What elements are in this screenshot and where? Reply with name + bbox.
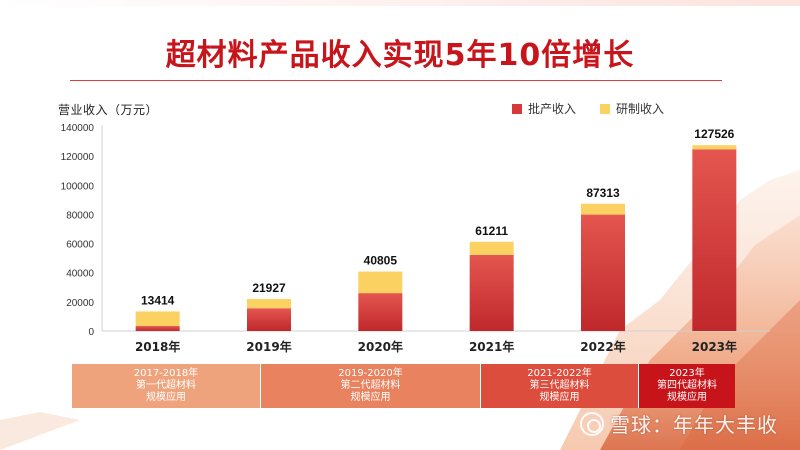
period-2-range: 2019-2020年 bbox=[338, 368, 403, 379]
watermark: 雪球：年年大丰收 bbox=[580, 409, 778, 438]
x-tick-label: 2018年 bbox=[135, 339, 180, 354]
snowball-logo-icon bbox=[580, 411, 604, 436]
x-tick-label: 2023年 bbox=[692, 339, 737, 354]
bar-rd bbox=[692, 145, 737, 150]
period-2-line1: 第二代超材料 bbox=[340, 380, 401, 391]
period-4-range: 2023年 bbox=[669, 368, 705, 379]
period-3-line1: 第三代超材料 bbox=[529, 380, 590, 391]
page-title: 超材料产品收入实现5年10倍增长 bbox=[165, 38, 635, 73]
y-tick-label: 100000 bbox=[61, 181, 95, 192]
legend-swatch-rd bbox=[600, 103, 610, 114]
legend-label-batch: 批产收入 bbox=[528, 102, 577, 116]
y-tick-label: 0 bbox=[88, 327, 94, 338]
bar-rd bbox=[135, 311, 180, 327]
bar-batch bbox=[247, 308, 291, 331]
data-label-total: 127526 bbox=[694, 127, 734, 141]
period-4-line2: 规模应用 bbox=[667, 392, 707, 403]
y-axis-label: 营业收入（万元） bbox=[58, 103, 159, 117]
data-label-total: 87313 bbox=[586, 186, 620, 200]
y-tick-label: 120000 bbox=[61, 152, 95, 163]
period-4: 2023年 第四代超材料 规模应用 bbox=[639, 364, 735, 408]
data-label-total: 13414 bbox=[141, 293, 175, 307]
bar-rd bbox=[581, 203, 625, 215]
y-tick-label: 20000 bbox=[66, 298, 94, 309]
period-3-range: 2021-2022年 bbox=[527, 368, 592, 379]
bar-batch bbox=[581, 214, 625, 331]
legend-item-rd: 研制收入 bbox=[600, 100, 664, 117]
x-tick-label: 2019年 bbox=[246, 339, 291, 354]
period-1-range: 2017-2018年 bbox=[133, 368, 199, 379]
data-label-total: 61211 bbox=[475, 224, 508, 238]
period-2: 2019-2020年 第二代超材料 规模应用 bbox=[261, 364, 481, 408]
period-1-line1: 第一代超材料 bbox=[136, 380, 196, 391]
y-tick-label: 80000 bbox=[66, 210, 94, 221]
watermark-text: 雪球：年年大丰收 bbox=[610, 413, 778, 437]
period-band: 2017-2018年 第一代超材料 规模应用 2019-2020年 第二代超材料… bbox=[72, 364, 735, 408]
bar-batch bbox=[469, 254, 514, 331]
bar-batch bbox=[358, 293, 403, 331]
y-tick-label: 40000 bbox=[66, 269, 94, 280]
x-tick-label: 2022年 bbox=[580, 339, 625, 354]
x-tick-label: 2021年 bbox=[469, 339, 514, 354]
data-label-total: 21927 bbox=[252, 281, 286, 295]
period-1: 2017-2018年 第一代超材料 规模应用 bbox=[72, 364, 261, 408]
top-band bbox=[0, 0, 800, 6]
y-tick-label: 60000 bbox=[66, 240, 94, 251]
data-label-total: 40805 bbox=[364, 254, 398, 268]
bar-batch bbox=[692, 149, 737, 331]
legend-item-batch: 批产收入 bbox=[512, 100, 576, 117]
legend-swatch-batch bbox=[512, 103, 522, 114]
period-3: 2021-2022年 第三代超材料 规模应用 bbox=[481, 364, 639, 408]
title-divider bbox=[70, 80, 722, 81]
period-3-line2: 规模应用 bbox=[539, 392, 580, 403]
bar-batch bbox=[135, 326, 180, 331]
y-tick-label: 140000 bbox=[61, 123, 95, 134]
bar-rd bbox=[247, 299, 291, 309]
period-4-line1: 第四代超材料 bbox=[657, 380, 717, 391]
bar-rd bbox=[358, 271, 403, 294]
bar-rd bbox=[469, 241, 514, 255]
period-2-line2: 规模应用 bbox=[350, 392, 391, 403]
legend-label-rd: 研制收入 bbox=[616, 102, 665, 116]
x-tick-label: 2020年 bbox=[358, 339, 403, 354]
period-1-line2: 规模应用 bbox=[146, 392, 186, 403]
